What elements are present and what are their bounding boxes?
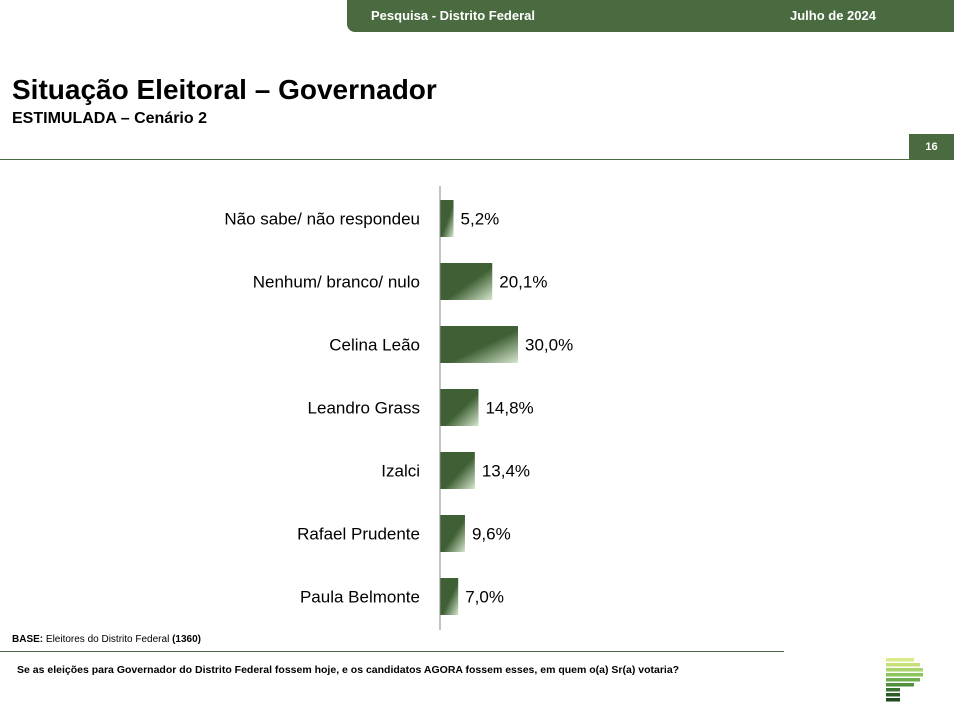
bar	[440, 452, 475, 489]
category-label: Paula Belmonte	[300, 588, 420, 607]
bar	[440, 326, 518, 363]
category-label: Izalci	[381, 462, 420, 481]
category-label: Leandro Grass	[308, 399, 420, 418]
page-title: Situação Eleitoral – Governador	[12, 74, 437, 105]
base-note: BASE: Eleitores do Distrito Federal (136…	[12, 634, 201, 645]
category-label: Não sabe/ não respondeu	[224, 210, 420, 229]
survey-date: Julho de 2024	[790, 8, 876, 23]
page-subtitle: ESTIMULADA – Cenário 2	[12, 110, 207, 127]
chart-bars: Não sabe/ não respondeu 5,2% Nenhum/ branc…	[224, 200, 573, 615]
value-label: 13,4%	[482, 462, 530, 481]
header-divider	[0, 159, 954, 160]
category-label: Rafael Prudente	[297, 525, 420, 544]
bar	[440, 200, 454, 237]
footer-divider	[0, 651, 784, 652]
bar	[440, 578, 459, 615]
value-label: 20,1%	[499, 273, 547, 292]
value-label: 30,0%	[525, 336, 573, 355]
page-number: 16	[909, 134, 954, 160]
bar	[440, 263, 493, 300]
category-label: Celina Leão	[329, 336, 420, 355]
base-label: BASE:	[12, 634, 44, 645]
base-text: Eleitores do Distrito Federal	[43, 634, 173, 645]
bar	[440, 515, 465, 552]
brand-logo-icon	[886, 658, 923, 702]
survey-question: Se as eleições para Governador do Distri…	[17, 664, 680, 676]
value-label: 9,6%	[472, 525, 511, 544]
top-banner: Pesquisa - Distrito Federal Julho de 202…	[347, 0, 954, 32]
category-label: Nenhum/ branco/ nulo	[253, 273, 420, 292]
survey-name: Pesquisa - Distrito Federal	[371, 8, 535, 23]
value-label: 14,8%	[485, 399, 533, 418]
value-label: 7,0%	[465, 588, 504, 607]
bar	[440, 389, 479, 426]
base-count: (1360)	[172, 634, 201, 645]
value-label: 5,2%	[461, 210, 500, 229]
